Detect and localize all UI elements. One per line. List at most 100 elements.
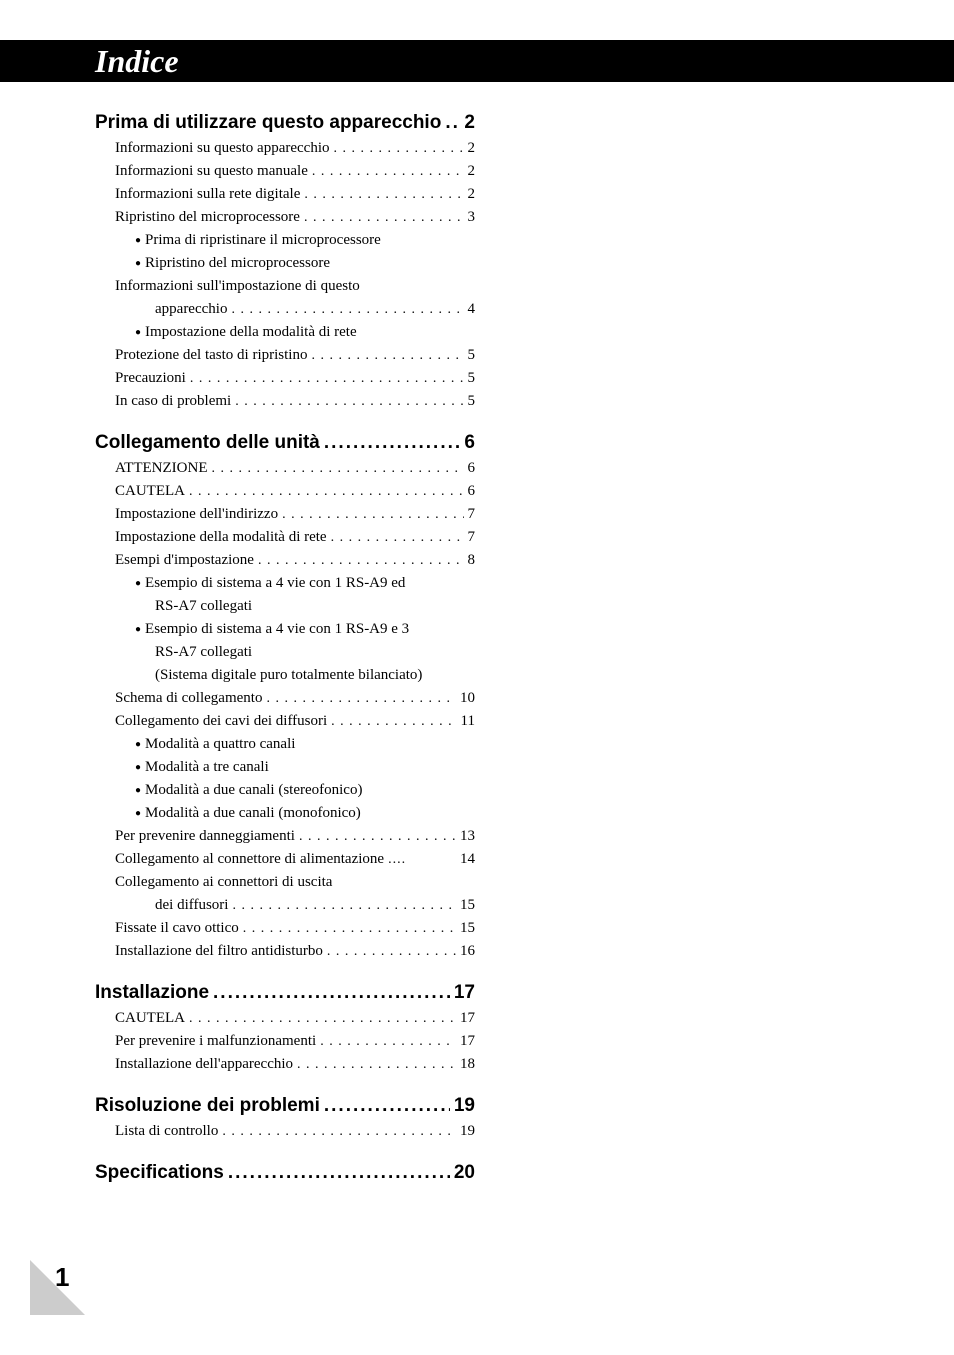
toc-entry: Ripristino del microprocessore. . . . . … [115,207,475,228]
toc-entry-label: Installazione del filtro antidisturbo [115,941,323,962]
toc-entry-label: Fissate il cavo ottico [115,918,239,939]
toc-entry-dots: . . . . . . . . . . . . . . . . . . . . … [331,712,456,732]
toc-entry-dots: . . . . . . . . . . . . . . . . . . . . … [282,505,463,525]
bullet-icon: ● [135,235,141,246]
toc-entry-label: Lista di controllo [115,1121,218,1142]
toc-entry: Schema di collegamento. . . . . . . . . … [115,688,475,709]
toc-content: Prima di utilizzare questo apparecchio..… [95,112,475,1184]
toc-bullet: ●Esempio di sistema a 4 vie con 1 RS-A9 … [135,619,475,640]
section-heading: Collegamento delle unità................… [95,432,475,454]
toc-entry-label: Per prevenire i malfunzionamenti [115,1031,316,1052]
toc-entry: ATTENZIONE. . . . . . . . . . . . . . . … [115,458,475,479]
bullet-icon: ● [135,327,141,338]
toc-entry-page: 17 [460,1031,475,1052]
toc-entry-label: Ripristino del microprocessore [115,207,300,228]
toc-entry-label: Informazioni sulla rete digitale [115,184,300,205]
toc-entry: Precauzioni. . . . . . . . . . . . . . .… [115,368,475,389]
toc-entry-label: CAUTELA [115,481,185,502]
toc-entry-dots: . . . . . . . . . . . . . . . . . . . . … [327,942,456,962]
bullet-icon: ● [135,624,141,635]
section-heading-text: Installazione [95,982,209,1004]
toc-entry-dots: . . . . . . . . . . . . . . . . . . . . … [189,482,464,502]
toc-entry: In caso di problemi. . . . . . . . . . .… [115,391,475,412]
toc-entry-label: Informazioni su questo manuale [115,161,308,182]
section-gap [95,414,475,432]
section-heading-page: 17 [454,982,475,1004]
toc-bullet-text: Prima di ripristinare il microprocessore [145,232,381,248]
toc-entry-label: Esempi d'impostazione [115,550,254,571]
toc-entry-dots: . . . . . . . . . . . . . . . . . . . . … [297,1055,456,1075]
toc-entry-dots: . . . . . . . . . . . . . . . . . . . . … [189,1009,456,1029]
toc-entry-page: 14 [460,849,475,870]
bullet-icon: ● [135,762,141,773]
toc-entry-dots: . . . . . . . . . . . . . . . . . . . . … [258,551,464,571]
section-heading-dots: ........................................… [213,982,450,1004]
toc-entry-label: Impostazione dell'indirizzo [115,504,278,525]
section-heading-page: 2 [464,112,475,134]
toc-entry-label: apparecchio [155,299,227,320]
toc-textline-text: Informazioni sull'impostazione di questo [115,276,360,297]
toc-entry-label: In caso di problemi [115,391,231,412]
toc-entry: CAUTELA. . . . . . . . . . . . . . . . .… [115,481,475,502]
toc-entry-page: 2 [468,184,476,205]
toc-entry-dots: . . . . . . . . . . . . . . . . . . . . … [320,1032,456,1052]
document-title: Indice [95,43,179,80]
section-heading-text: Prima di utilizzare questo apparecchio [95,112,441,134]
toc-entry-label: Schema di collegamento [115,688,262,709]
toc-entry-page: 15 [460,918,475,939]
toc-entry-page: 2 [468,138,476,159]
page-number: 1 [55,1262,69,1293]
toc-bullet: ●Modalità a quattro canali [135,734,475,755]
toc-entry: Impostazione dell'indirizzo. . . . . . .… [115,504,475,525]
toc-entry: Esempi d'impostazione. . . . . . . . . .… [115,550,475,571]
toc-entry-label: ATTENZIONE [115,458,207,479]
toc-entry-page: 16 [460,941,475,962]
toc-entry: Impostazione della modalità di rete. . .… [115,527,475,548]
toc-subline: RS-A7 collegati [155,642,475,663]
toc-entry: apparecchio. . . . . . . . . . . . . . .… [155,299,475,320]
toc-entry-label: CAUTELA [115,1008,185,1029]
toc-bullet-text: Modalità a tre canali [145,759,269,775]
toc-entry-dots: . . . . . . . . . . . . . . . . . . . . … [311,346,463,366]
bullet-icon: ● [135,578,141,589]
toc-entry-dots: . . . . . . . . . . . . . . . . . . . . … [243,919,456,939]
toc-entry: Lista di controllo. . . . . . . . . . . … [115,1121,475,1142]
section-heading-text: Risoluzione dei problemi [95,1095,320,1117]
toc-entry-page: 10 [460,688,475,709]
toc-entry: Informazioni sulla rete digitale. . . . … [115,184,475,205]
section-heading-page: 19 [454,1095,475,1117]
toc-entry-label: Collegamento dei cavi dei diffusori [115,711,327,732]
toc-entry-label: Installazione dell'apparecchio [115,1054,293,1075]
toc-textline: Collegamento ai connettori di uscita [115,872,475,893]
toc-entry-dots: . . . . . . . . . . . . . . . . . . . . … [331,528,464,548]
bullet-icon: ● [135,258,141,269]
toc-entry-page: 15 [460,895,475,916]
toc-entry: Installazione del filtro antidisturbo. .… [115,941,475,962]
toc-entry-page: 5 [468,391,476,412]
toc-entry-dots: . . . . . . . . . . . . . . . . . . . . … [266,689,456,709]
section-gap [95,1077,475,1095]
toc-bullet-text: Modalità a quattro canali [145,736,295,752]
toc-entry-page: 5 [468,368,476,389]
toc-entry-label: Impostazione della modalità di rete [115,527,327,548]
toc-entry: Per prevenire danneggiamenti. . . . . . … [115,826,475,847]
toc-entry-page: 19 [460,1121,475,1142]
toc-entry-label: Precauzioni [115,368,186,389]
toc-entry-label: Protezione del tasto di ripristino [115,345,307,366]
toc-entry-page: 3 [468,207,476,228]
toc-entry-page: 7 [468,527,476,548]
toc-entry-page: 6 [468,458,476,479]
toc-entry: Per prevenire i malfunzionamenti. . . . … [115,1031,475,1052]
toc-entry: Installazione dell'apparecchio. . . . . … [115,1054,475,1075]
toc-entry-label: dei diffusori [155,895,228,916]
toc-entry-page: 11 [461,711,475,732]
toc-entry-label: Informazioni su questo apparecchio [115,138,330,159]
section-heading-dots: ........................ [324,432,461,454]
toc-entry-dots: . . . . . . . . . . . . . . . . . . . . … [235,392,463,412]
toc-bullet: ●Impostazione della modalità di rete [135,322,475,343]
toc-bullet-text: Ripristino del microprocessore [145,255,330,271]
toc-subline: RS-A7 collegati [155,596,475,617]
toc-entry: Informazioni su questo apparecchio. . . … [115,138,475,159]
toc-bullet-text: Modalità a due canali (stereofonico) [145,782,362,798]
section-heading-text: Collegamento delle unità [95,432,320,454]
